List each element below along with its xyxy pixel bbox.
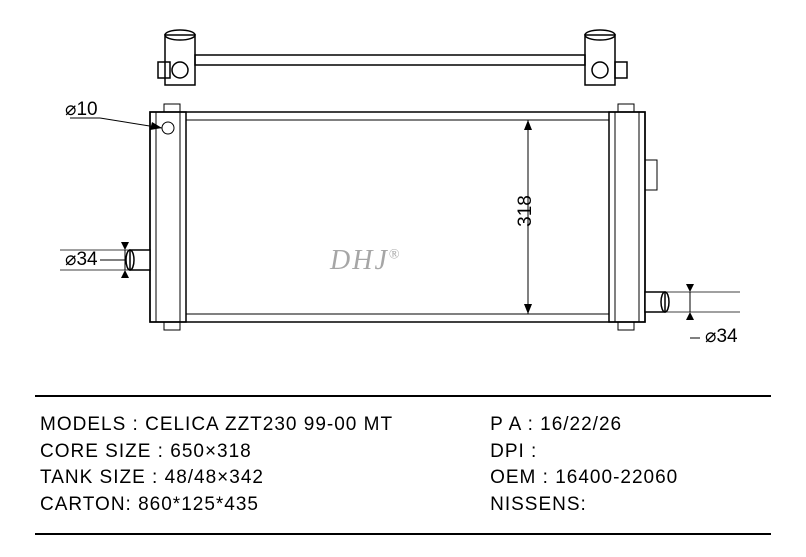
radiator-body — [126, 104, 669, 330]
tank-size-label: TANK SIZE : — [40, 467, 158, 488]
row-nissens: NISSENS: — [490, 492, 766, 519]
dim-diameter-2: ⌀34 — [65, 248, 98, 271]
models-value: CELICA ZZT230 99-00 MT — [145, 414, 393, 435]
row-core-size: CORE SIZE : 650×318 — [40, 439, 490, 466]
dimension-lines — [60, 118, 740, 338]
technical-drawing: 318 ⌀10 ⌀34 ⌀34 DHJ® — [0, 0, 806, 395]
brand-watermark: DHJ® — [330, 245, 402, 277]
row-dpi: DPI : — [490, 439, 766, 466]
tank-size-value: 48/48×342 — [165, 467, 264, 488]
pa-value: 16/22/26 — [540, 414, 622, 435]
radiator-diagram — [0, 0, 806, 395]
core-size-value: 650×318 — [170, 441, 252, 462]
row-carton: CARTON: 860*125*435 — [40, 492, 490, 519]
carton-label: CARTON: — [40, 494, 132, 515]
watermark-registered: ® — [389, 248, 402, 263]
row-models: MODELS : CELICA ZZT230 99-00 MT — [40, 412, 490, 439]
pa-label: P A : — [490, 414, 534, 435]
dim-diameter-1: ⌀10 — [65, 98, 98, 121]
row-oem: OEM : 16400-22060 — [490, 465, 766, 492]
info-col-left: MODELS : CELICA ZZT230 99-00 MT CORE SIZ… — [40, 412, 490, 523]
watermark-text: DHJ — [330, 245, 389, 276]
info-panel: MODELS : CELICA ZZT230 99-00 MT CORE SIZ… — [35, 395, 771, 535]
nissens-label: NISSENS: — [490, 494, 587, 515]
row-pa: P A : 16/22/26 — [490, 412, 766, 439]
dim-height: 318 — [515, 195, 537, 227]
dpi-label: DPI : — [490, 441, 537, 462]
oem-label: OEM : — [490, 467, 549, 488]
info-col-right: P A : 16/22/26 DPI : OEM : 16400-22060 N… — [490, 412, 766, 523]
carton-value: 860*125*435 — [138, 494, 259, 515]
top-assembly — [158, 30, 627, 85]
row-tank-size: TANK SIZE : 48/48×342 — [40, 465, 490, 492]
dim-diameter-3: ⌀34 — [705, 325, 738, 348]
core-size-label: CORE SIZE : — [40, 441, 164, 462]
models-label: MODELS : — [40, 414, 139, 435]
oem-value: 16400-22060 — [555, 467, 678, 488]
